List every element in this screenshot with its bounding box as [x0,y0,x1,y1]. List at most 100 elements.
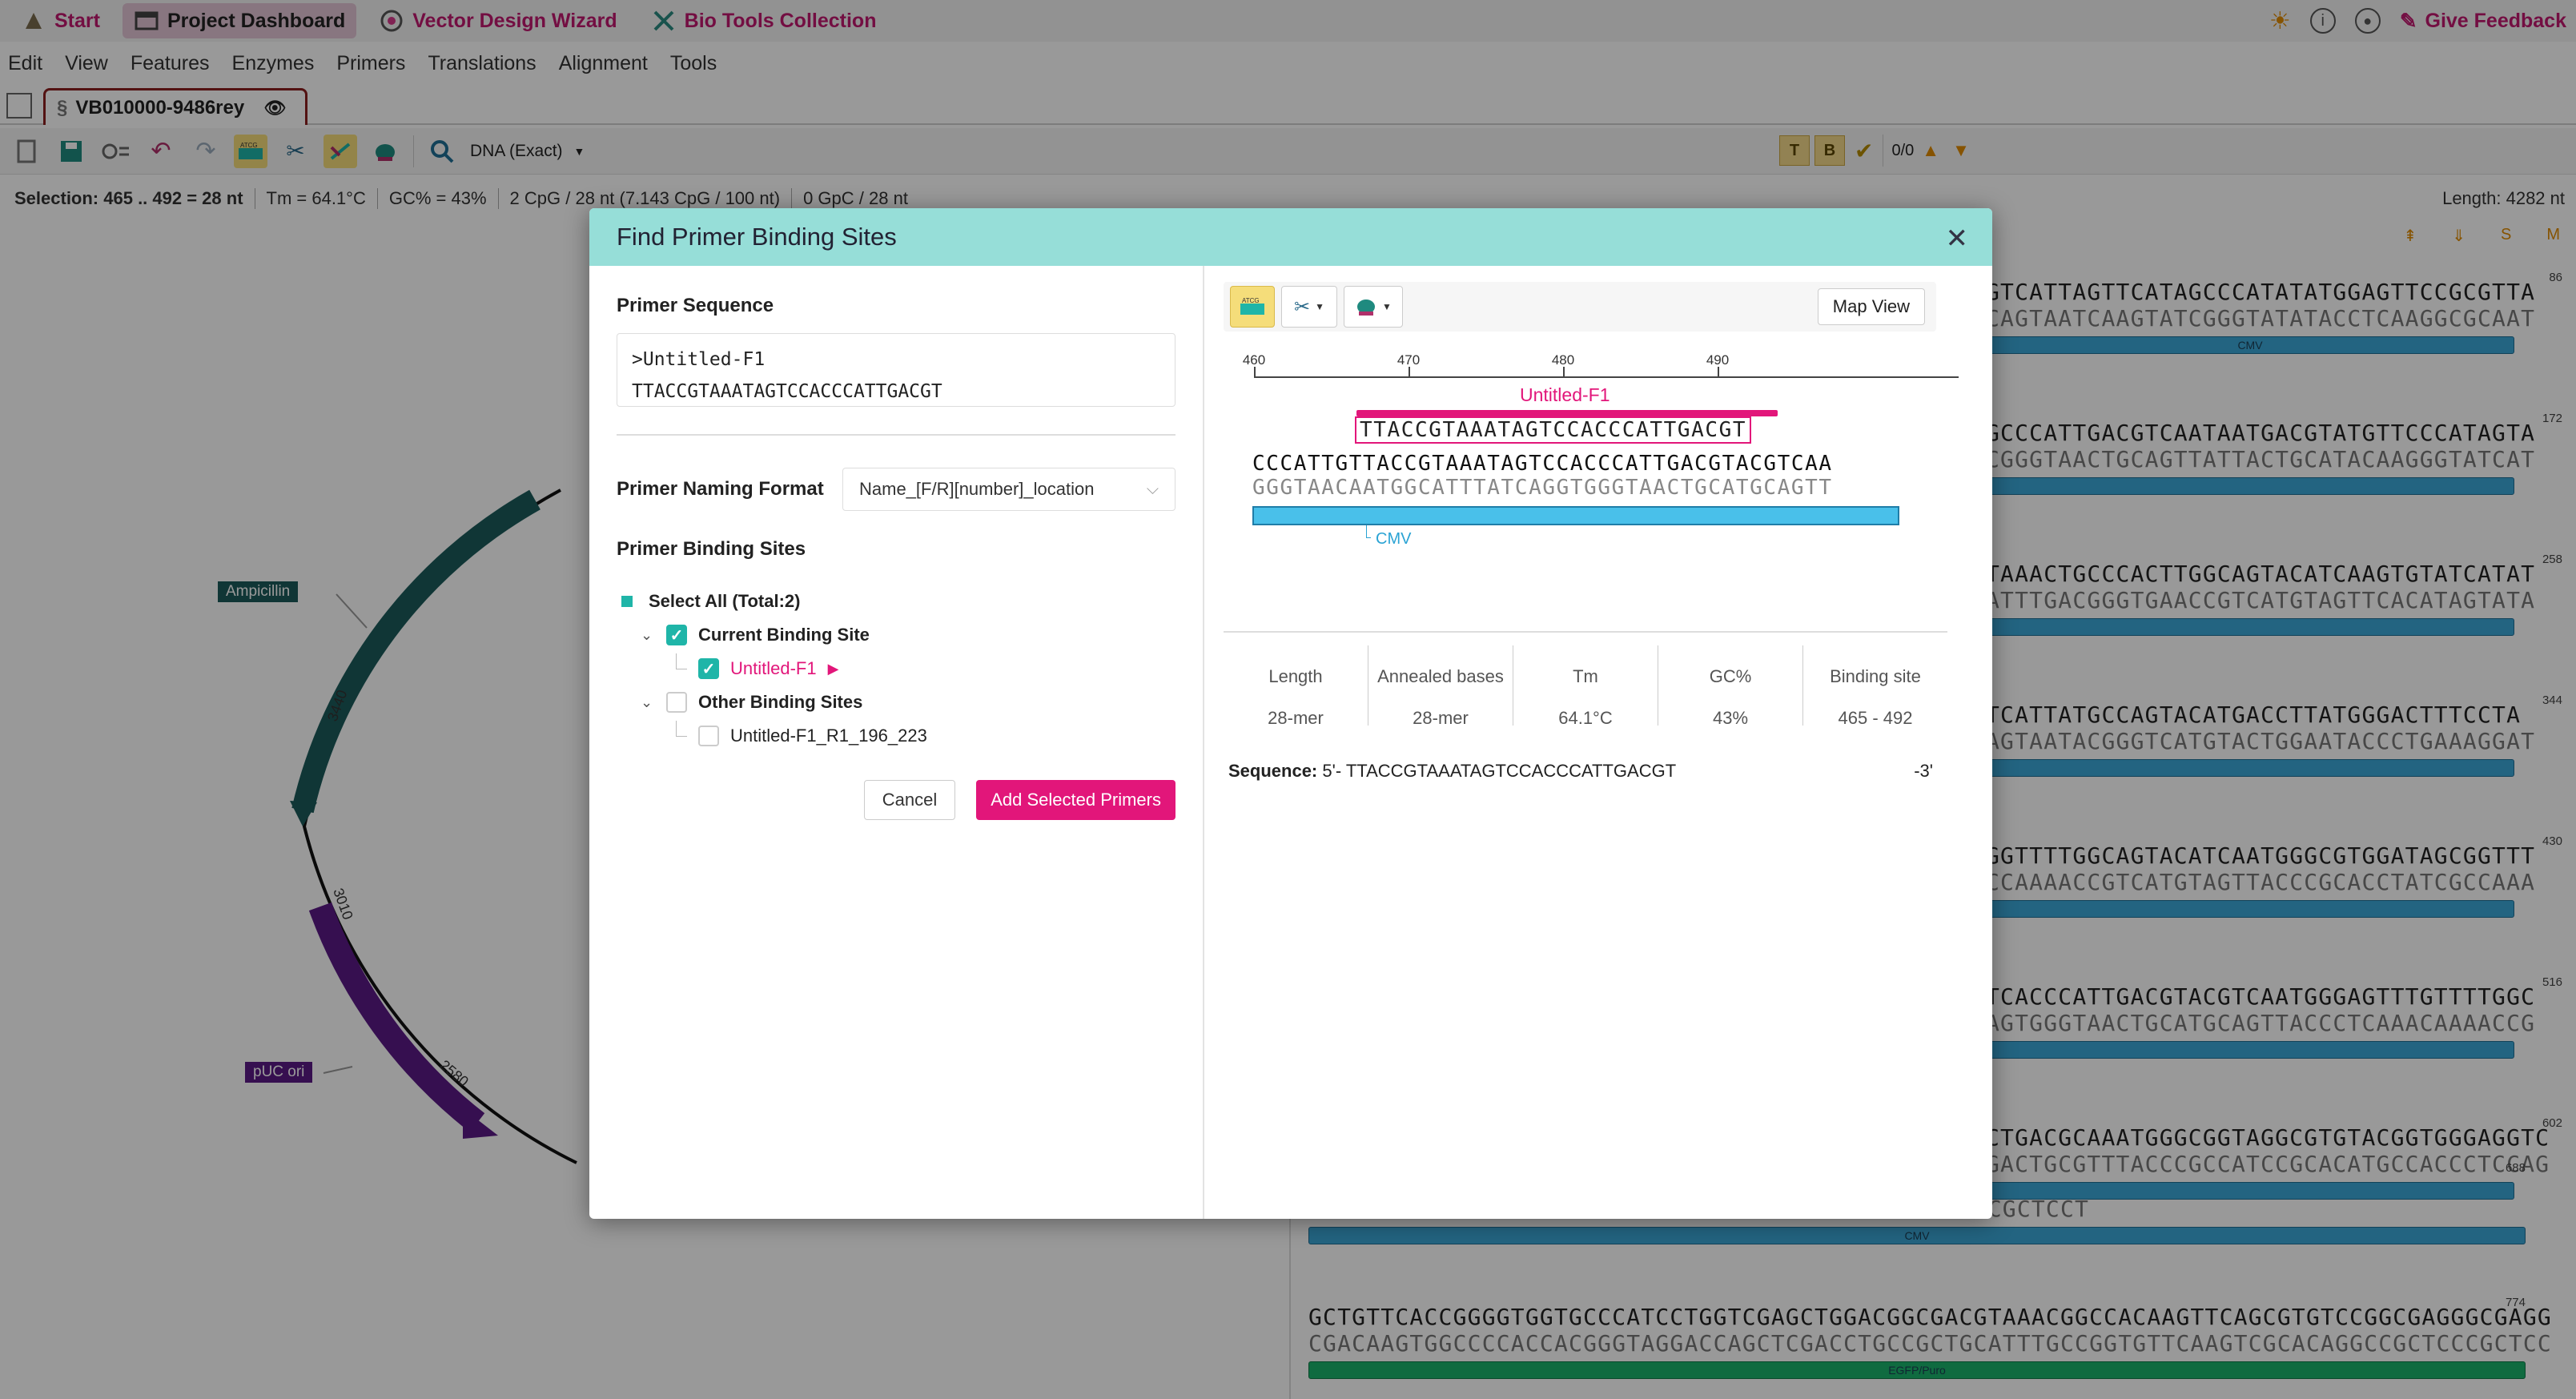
current-item-label[interactable]: Untitled-F1 [730,658,817,678]
sequence-row: 344 TCATTATGCCAGTACATGACCTTATGGGACTTTCCTA… [1986,693,2562,777]
dashboard-icon [134,8,159,34]
row-number: 516 [2542,975,2562,989]
nav-bio-tools[interactable]: Bio Tools Collection [640,3,888,38]
menu-edit[interactable]: Edit [8,51,43,74]
stat-label: Tm [1573,666,1598,686]
save-icon[interactable] [54,135,88,168]
dna-top-strand: CCCATTGTTACCGTAAATAGTCCACCCATTGACGTACGTC… [1252,452,1833,476]
puc-ori-label[interactable]: pUC ori [245,1062,313,1083]
gc-status: GC% = 43% [388,188,487,208]
feature-bug-icon[interactable]: ▼ [1344,286,1403,328]
other-group-checkbox[interactable] [666,692,687,713]
menu-features[interactable]: Features [130,51,210,74]
add-selected-primers-button[interactable]: Add Selected Primers [976,780,1175,820]
nav-project-dashboard[interactable]: Project Dashboard [122,3,357,38]
search-mode-select[interactable]: DNA (Exact) ▼ [470,142,585,161]
ruler-label-480: 480 [1551,352,1575,368]
primer-binding-seq[interactable]: TTACCGTAAATAGTCCACCCATTGACGT [1355,416,1752,444]
stat-label: Binding site [1830,666,1921,686]
display-options-icon[interactable] [99,135,133,168]
other-item-label[interactable]: Untitled-F1_R1_196_223 [730,726,927,746]
next-match-icon[interactable]: ▼ [1952,140,1970,160]
primer-sequence-input[interactable]: >Untitled-F1 TTACCGTAAATAGTCCACCCATTGACG… [617,333,1175,407]
bottom-strand: ATTTGACGGGTGAACCGTCATGTAGTTCACATAGTATA [1986,587,2536,613]
ampicillin-label[interactable]: Ampicillin [218,581,299,602]
b-toggle-button[interactable]: B [1814,135,1845,166]
eye-icon[interactable]: 👁 [263,97,287,118]
caret-right-icon[interactable]: ▶ [827,660,839,677]
select-all-checkbox[interactable] [617,591,637,612]
collapse-caret-icon[interactable]: ⌄ [641,693,653,710]
current-group-row[interactable]: ⌄ ✓ Current Binding Site [617,618,1175,652]
current-group-checkbox[interactable]: ✓ [666,625,687,645]
enzyme-scissors-icon[interactable]: ✂ ▼ [1281,286,1337,328]
menu-enzymes[interactable]: Enzymes [231,51,315,74]
undo-icon[interactable]: ↶ [151,138,171,164]
search-icon[interactable] [425,135,459,168]
current-item-row[interactable]: ✓ Untitled-F1 ▶ [617,652,1175,685]
dialog-left-panel: Primer Sequence >Untitled-F1 TTACCGTAAAT… [589,266,1204,1219]
stat-label: Annealed bases [1377,666,1504,686]
menu-primers[interactable]: Primers [336,51,406,74]
tree-connector [676,653,687,669]
feature-bar[interactable]: CMV [1308,1227,2526,1244]
sequence-atcg-icon[interactable]: ATCG [1230,286,1275,328]
preview-toolbar: ATCG ✂ ▼ ▼ Map View [1224,282,1936,332]
document-tab[interactable]: § VB010000-9486rey 👁 [43,88,307,125]
give-feedback-link[interactable]: ✎ Give Feedback [2400,9,2566,34]
menu-tools[interactable]: Tools [669,51,717,74]
new-doc-icon[interactable] [10,135,43,168]
menu-view[interactable]: View [65,51,108,74]
cmv-feature-bar[interactable] [1252,506,1899,525]
feature-bar[interactable]: CMV [1986,336,2514,354]
collapse-caret-icon[interactable]: ⌄ [641,626,653,643]
other-item-checkbox[interactable] [698,726,719,746]
sequence-row: 602 CTGACGCAAATGGGCGGTAGGCGTGTACGGTGGGAGG… [1986,1116,2562,1200]
redo-icon[interactable]: ↷ [195,138,216,164]
other-group-row[interactable]: ⌄ Other Binding Sites [617,685,1175,719]
row-number: 86 [2549,271,2562,284]
t-toggle-button[interactable]: T [1779,135,1810,166]
enzyme-scissors-icon[interactable]: ✂ [286,139,305,163]
primer-icon[interactable] [324,134,357,168]
preview-divider [1224,631,1947,633]
svg-text:ATCG: ATCG [1242,297,1260,304]
prev-match-icon[interactable]: ▲ [1922,140,1940,160]
cancel-button[interactable]: Cancel [863,780,956,820]
row-number: 774 [2505,1296,2526,1309]
tree-toggle-icon[interactable] [6,93,32,119]
current-item-checkbox[interactable]: ✓ [698,658,719,679]
scroll-top-icon[interactable]: ⇞ [2403,227,2417,245]
puc-ori-arrowhead [463,1108,498,1139]
user-icon[interactable]: ● [2354,8,2381,34]
menu-alignment[interactable]: Alignment [558,51,648,74]
ruler-label-460: 460 [1242,352,1266,368]
nav-vector-design-wizard[interactable]: Vector Design Wizard [368,3,628,38]
menu-translations[interactable]: Translations [428,51,536,74]
feature-bug-icon[interactable] [368,135,402,168]
sequence-atcg-icon[interactable]: ATCG [234,134,267,168]
check-icon[interactable]: ✔ [1855,138,1874,163]
nav-start[interactable]: Start [10,3,111,38]
close-icon[interactable]: ✕ [1945,223,1969,254]
top-strand: TCATTATGCCAGTACATGACCTTATGGGACTTTCCTA [1986,702,2522,728]
sequence-label: Sequence: [1228,761,1318,781]
map-view-button[interactable]: Map View [1817,288,1925,325]
cmv-leader [1366,525,1371,538]
dna-bottom-strand: GGGTAACAATGGCATTTATCAGGTGGGTAACTGCATGCAG… [1252,476,1833,500]
select-all-row[interactable]: Select All (Total:2) [617,585,1175,618]
bottom-strand: CGGGTAACTGCAGTTATTACTGCATACAAGGGTATCAT [1986,446,2536,472]
download-icon[interactable]: ⇓ [2452,227,2465,245]
plasmid-map-svg: 3440 3010 2580 [290,488,577,1164]
naming-format-select[interactable]: Name_[F/R][number]_location ⌵ [842,468,1175,511]
m-toggle-icon[interactable]: M [2546,226,2560,243]
dna-icon: § [57,96,68,119]
feature-bar[interactable]: EGFP/Puro [1308,1361,2526,1379]
info-icon[interactable]: i [2309,8,2336,34]
stat-value: 64.1°C [1558,708,1613,728]
cmv-feature-label: CMV [1376,530,1412,548]
theme-sun-icon[interactable]: ☀ [2269,7,2291,34]
other-item-row[interactable]: Untitled-F1_R1_196_223 [617,719,1175,753]
plasmid-map: 3440 3010 2580 Ampicillin pUC ori [0,218,609,1399]
s-toggle-icon[interactable]: S [2500,226,2512,243]
